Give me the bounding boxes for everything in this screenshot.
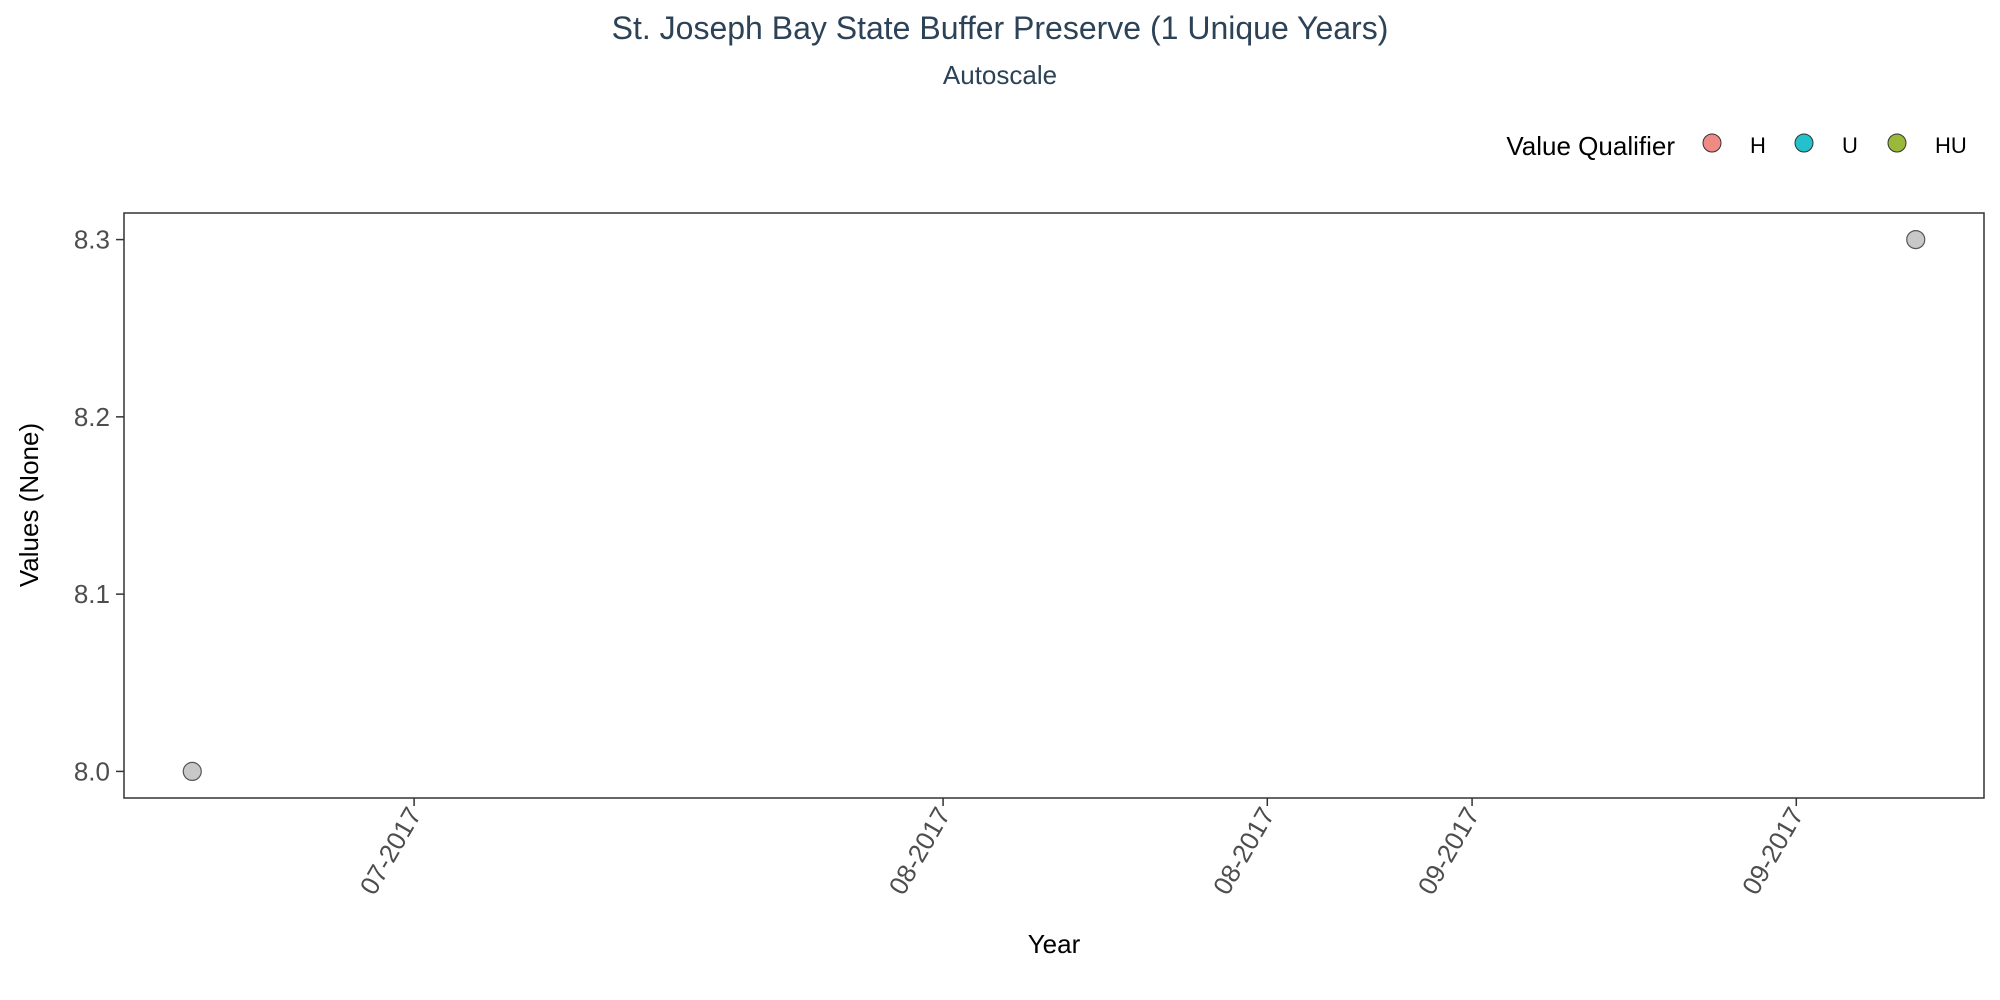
legend-label: U <box>1842 133 1858 158</box>
data-point <box>182 761 202 782</box>
data-points <box>182 229 1926 782</box>
y-axis: 8.0 8.1 8.2 8.3 <box>74 225 124 786</box>
legend-key-h <box>1702 133 1722 153</box>
x-tick-label: 08-2017 <box>1207 802 1281 900</box>
y-tick-label: 8.1 <box>74 579 110 609</box>
legend-key-hu <box>1887 133 1907 153</box>
y-tick-label: 8.0 <box>74 756 110 786</box>
legend-label: HU <box>1935 133 1967 158</box>
legend: Value Qualifier H U HU <box>1506 131 1966 161</box>
legend-key-u <box>1794 133 1814 153</box>
legend-title: Value Qualifier <box>1506 131 1675 161</box>
y-axis-label: Values (None) <box>14 423 44 587</box>
chart-title: St. Joseph Bay State Buffer Preserve (1 … <box>611 10 1389 46</box>
y-tick-label: 8.2 <box>74 402 110 432</box>
plot-frame <box>123 212 1985 799</box>
y-tick-label: 8.3 <box>74 225 110 255</box>
x-axis-label: Year <box>1028 929 1081 959</box>
x-tick-label: 09-2017 <box>1412 802 1486 900</box>
data-point <box>1906 229 1926 250</box>
legend-label: H <box>1750 133 1766 158</box>
x-axis: 07-2017 08-2017 08-2017 09-2017 09-2017 <box>354 798 1810 900</box>
x-tick-label: 08-2017 <box>883 802 957 900</box>
chart-subtitle: Autoscale <box>942 60 1058 90</box>
x-tick-label: 07-2017 <box>354 802 428 900</box>
x-tick-label: 09-2017 <box>1736 802 1810 900</box>
